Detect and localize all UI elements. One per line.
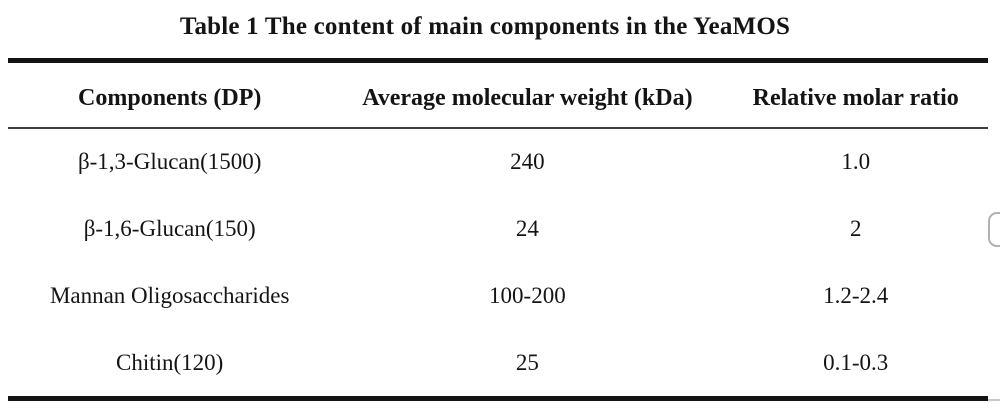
cell-component: Mannan Oligosaccharides [49, 282, 290, 308]
column-header-molar-ratio: Relative molar ratio [752, 84, 959, 111]
cell-molecular-weight: 25 [515, 349, 539, 375]
table-header-row: Components (DP) Average molecular weight… [8, 63, 988, 127]
cell-molecular-weight: 24 [515, 216, 539, 242]
table-title: Table 1 The content of main components i… [179, 13, 791, 40]
cell-component: β-1,3-Glucan(1500) [77, 149, 262, 175]
cell-molar-ratio: 1.0 [841, 149, 871, 175]
cell-component: β-1,6-Glucan(150) [83, 216, 256, 242]
scrollbar-thumb[interactable] [988, 212, 1000, 247]
table-row: Chitin(120) 25 0.1-0.3 [8, 329, 988, 396]
cell-molar-ratio: 1.2-2.4 [823, 282, 889, 308]
cell-molar-ratio: 2 [849, 216, 862, 242]
cell-component: Chitin(120) [116, 349, 224, 375]
table-row: Mannan Oligosaccharides 100-200 1.2-2.4 [8, 263, 988, 330]
table-top-rule [8, 58, 988, 63]
cell-molecular-weight: 100-200 [489, 282, 566, 308]
cell-molar-ratio: 0.1-0.3 [823, 349, 889, 375]
column-header-components: Components (DP) [78, 84, 262, 111]
table-row: β-1,3-Glucan(1500) 240 1.0 [8, 129, 988, 196]
column-header-molecular-weight: Average molecular weight (kDa) [362, 84, 693, 111]
cell-molecular-weight: 240 [510, 149, 545, 175]
components-table: Components (DP) Average molecular weight… [8, 58, 988, 401]
header-divider-line [8, 127, 988, 129]
table-row: β-1,6-Glucan(150) 24 2 [8, 196, 988, 263]
bottom-right-line-fragment [988, 399, 1000, 401]
table-bottom-rule [8, 396, 988, 401]
table-body: β-1,3-Glucan(1500) 240 1.0 β-1,6-Glucan(… [8, 129, 988, 396]
